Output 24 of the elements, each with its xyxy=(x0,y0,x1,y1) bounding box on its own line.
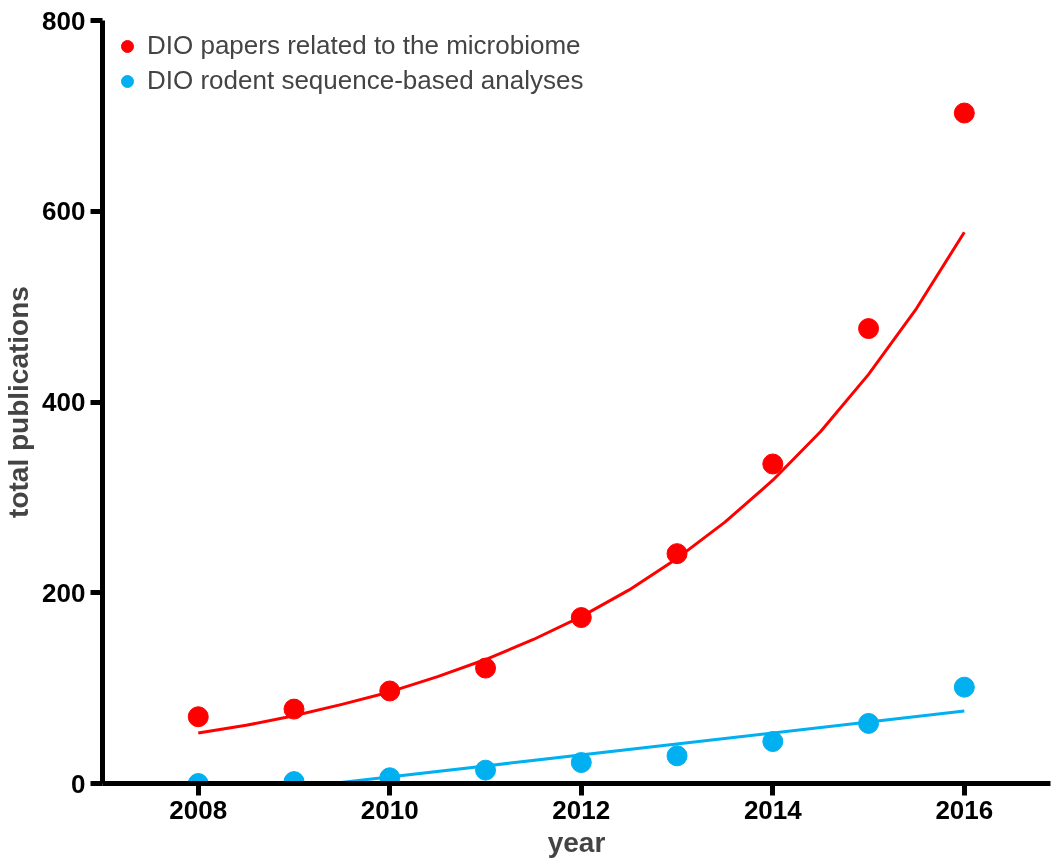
point xyxy=(762,731,784,753)
point xyxy=(858,318,880,340)
y-axis-title: total publications xyxy=(3,286,35,518)
point xyxy=(475,657,497,679)
point xyxy=(762,453,784,475)
y-tick-label: 600 xyxy=(42,196,86,227)
point xyxy=(953,676,975,698)
x-tick-label: 2016 xyxy=(935,794,994,825)
y-tick-label: 200 xyxy=(42,577,86,608)
point xyxy=(666,745,688,767)
x-axis-title: year xyxy=(547,826,606,858)
point xyxy=(570,752,592,773)
x-tick-label: 2008 xyxy=(169,794,228,825)
y-tick-label: 0 xyxy=(71,768,86,799)
point xyxy=(953,102,975,124)
y-tick-label: 400 xyxy=(42,387,86,417)
legend-label: DIO papers related to the microbiome xyxy=(147,30,581,61)
line-series xyxy=(196,230,966,735)
y-tick-label: 800 xyxy=(42,5,86,36)
x-tick-label: 2012 xyxy=(552,794,611,825)
x-tick-label: 2010 xyxy=(360,794,419,825)
point xyxy=(187,706,209,728)
x-tick-label: 2014 xyxy=(743,794,803,825)
legend-label: DIO rodent sequence-based analyses xyxy=(147,65,584,96)
